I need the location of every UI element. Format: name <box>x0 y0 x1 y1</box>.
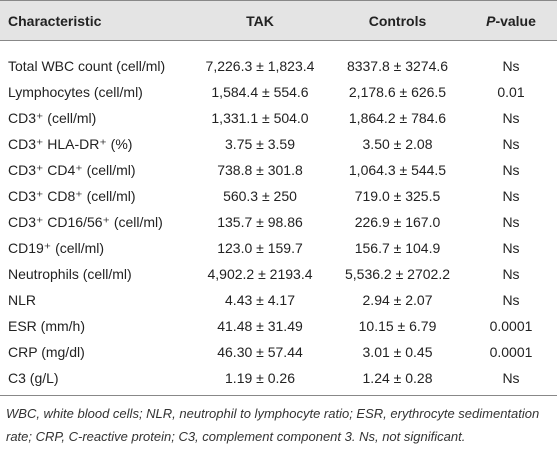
footnote: WBC, white blood cells; NLR, neutrophil … <box>6 406 540 444</box>
table-row: CD3⁺ CD4⁺ (cell/ml) 738.8 ± 301.8 1,064.3 … <box>0 157 557 183</box>
table-cell: 1,864.2 ± 784.6 <box>348 110 447 126</box>
table-cell: 3.75 ± 3.59 <box>225 136 295 152</box>
table-cell: CRP (mg/dl) <box>8 344 85 360</box>
table-cell: 123.0 ± 159.7 <box>217 240 303 256</box>
table-cell: Ns <box>502 214 520 230</box>
table-cell: 2.94 ± 2.07 <box>362 292 433 308</box>
table-row: CD3⁺ CD16/56⁺ (cell/ml) 135.7 ± 98.86 226.… <box>0 209 557 235</box>
table-cell: CD3⁺ (cell/ml) <box>8 109 97 126</box>
table-cell: 3.50 ± 2.08 <box>362 136 433 152</box>
table-cell: 719.0 ± 325.5 <box>354 188 441 204</box>
table-cell: 1,331.1 ± 504.0 <box>211 110 309 126</box>
table-cell: Ns <box>502 58 520 74</box>
table-cell: 3.01 ± 0.45 <box>362 344 433 360</box>
table-cell: Lymphocytes (cell/ml) <box>8 84 143 100</box>
table-cell: 0.0001 <box>489 318 533 334</box>
table-row: ESR (mm/h) 41.48 ± 31.49 10.15 ± 6.79 0.000… <box>0 313 557 339</box>
table-cell: 156.7 ± 104.9 <box>354 240 441 256</box>
table-cell: Total WBC count (cell/ml) <box>8 58 166 74</box>
table-cell: CD3⁺ CD4⁺ (cell/ml) <box>8 161 136 178</box>
table-cell: Ns <box>502 292 520 308</box>
table-cell: 46.30 ± 57.44 <box>217 344 303 360</box>
header-cell: Controls <box>368 12 427 29</box>
table-cell: Ns <box>502 136 520 152</box>
table-cell: 226.9 ± 167.0 <box>354 214 441 230</box>
table-cell: Ns <box>502 370 520 386</box>
table-cell: 135.7 ± 98.86 <box>217 214 303 230</box>
table-cell: 560.3 ± 250 <box>223 188 297 204</box>
table-cell: 1,584.4 ± 554.6 <box>211 84 309 100</box>
table-cell: 4.43 ± 4.17 <box>225 292 295 308</box>
table-cell: Ns <box>502 110 520 126</box>
table-cell: Ns <box>502 162 520 178</box>
table-cell: CD3⁺ CD16/56⁺ (cell/ml) <box>8 213 163 230</box>
table-row: Neutrophils (cell/ml) 4,902.2 ± 2193.4 5,5… <box>0 261 557 287</box>
table-cell: 8337.8 ± 3274.6 <box>346 58 449 74</box>
table-row: Total WBC count (cell/ml) 7,226.3 ± 1,823… <box>0 41 557 80</box>
table-cell: 1.19 ± 0.26 <box>225 370 295 386</box>
table-cell: 0.0001 <box>489 344 533 360</box>
table-body: Total WBC count (cell/ml) 7,226.3 ± 1,823… <box>0 41 557 396</box>
header-row: Characteristic TAK Controls P-value <box>0 0 557 41</box>
table-cell: NLR <box>8 292 37 308</box>
data-table: Characteristic TAK Controls P-value Total W… <box>0 0 557 396</box>
table-cell: Neutrophils (cell/ml) <box>8 266 132 282</box>
table-cell: Ns <box>502 240 520 256</box>
table-cell: 10.15 ± 6.79 <box>358 318 437 334</box>
table-cell: 41.48 ± 31.49 <box>217 318 303 334</box>
table-row: C3 (g/L) 1.19 ± 0.26 1.24 ± 0.28 Ns <box>0 365 557 396</box>
table-row: CD19⁺ (cell/ml) 123.0 ± 159.7 156.7 ± 104.… <box>0 235 557 261</box>
table-cell: 1,064.3 ± 544.5 <box>348 162 447 178</box>
table-cell: 1.24 ± 0.28 <box>362 370 433 386</box>
header-cell: Characteristic <box>8 12 102 29</box>
table-row: CRP (mg/dl) 46.30 ± 57.44 3.01 ± 0.45 0.000… <box>0 339 557 365</box>
table-row: CD3⁺ CD8⁺ (cell/ml) 560.3 ± 250 719.0 ± 32… <box>0 183 557 209</box>
table-row: NLR 4.43 ± 4.17 2.94 ± 2.07 Ns <box>0 287 557 313</box>
table-cell: 0.01 <box>497 84 525 100</box>
table-cell: 7,226.3 ± 1,823.4 <box>205 58 315 74</box>
table-cell: ESR (mm/h) <box>8 318 85 334</box>
table-cell: CD3⁺ HLA-DR⁺ (%) <box>8 135 133 152</box>
table-row: Lymphocytes (cell/ml) 1,584.4 ± 554.6 2,17… <box>0 79 557 105</box>
table-cell: C3 (g/L) <box>8 370 59 386</box>
header-cell: P-value <box>486 12 536 29</box>
table-cell: 4,902.2 ± 2193.4 <box>207 266 313 282</box>
table-header: Characteristic TAK Controls P-value <box>0 0 557 41</box>
table-cell: CD19⁺ (cell/ml) <box>8 239 105 256</box>
table-cell: Ns <box>502 266 520 282</box>
table-cell: 738.8 ± 301.8 <box>217 162 303 178</box>
table-cell: Ns <box>502 188 520 204</box>
table-row: CD3⁺ (cell/ml) 1,331.1 ± 504.0 1,864.2 ± 7… <box>0 105 557 131</box>
table-cell: 5,536.2 ± 2702.2 <box>345 266 450 282</box>
table-cell: CD3⁺ CD8⁺ (cell/ml) <box>8 187 136 204</box>
table-row: CD3⁺ HLA-DR⁺ (%) 3.75 ± 3.59 3.50 ± 2.08 Ns <box>0 131 557 157</box>
header-cell: TAK <box>246 12 274 29</box>
table-cell: 2,178.6 ± 626.5 <box>348 84 447 100</box>
